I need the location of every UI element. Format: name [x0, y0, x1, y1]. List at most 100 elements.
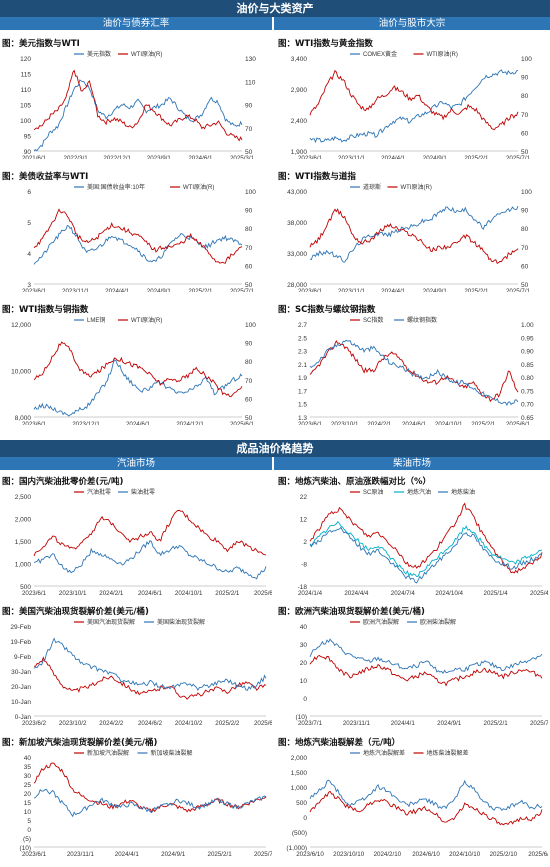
y-tick-label: 38,000 [287, 220, 307, 227]
y2-tick-label: 90 [245, 103, 253, 110]
legend-label: WTI原油(R) [427, 50, 458, 58]
y-tick-label: 43,000 [287, 189, 307, 196]
y-tick-label: 22 [300, 494, 308, 501]
y-tick-label: 5 [27, 220, 31, 227]
y2-tick-label: 50 [245, 415, 253, 422]
x-tick-label: 2024/10/1 [175, 590, 203, 597]
y-tick-label: 10 [24, 809, 32, 816]
y2-tick-label: 80 [245, 359, 253, 366]
x-tick-label: 2023/11/1 [338, 288, 366, 292]
y2-tick-label: 80 [521, 226, 529, 233]
series-line [33, 69, 243, 142]
series-line [33, 656, 267, 700]
y-tick-label: 500 [296, 800, 307, 807]
x-tick-label: 2025/2/1 [471, 421, 496, 425]
chart-title: 图：WTI指数与道指 [278, 172, 356, 182]
y-tick-label: 30 [300, 642, 308, 649]
y-tick-label: 6 [27, 189, 31, 196]
series-line [309, 526, 543, 584]
y-tick-label: 2,000 [291, 755, 308, 762]
x-tick-label: 2024/2/1 [367, 421, 392, 425]
x-tick-label: 2024/9/1 [423, 155, 448, 159]
x-tick-label: 2024/9/1 [147, 288, 172, 292]
chart-svg: 2.7 2.5 2.3 2.1 1.9 1.7 1.5 1.3 1.00 0.95 0.90 0.85… [298, 316, 534, 425]
x-tick-label: 2024/4/1 [381, 288, 406, 292]
x-tick-label: 2023/10/10 [333, 851, 365, 858]
series-line [33, 762, 267, 813]
x-tick-label: 2023/10/1 [331, 421, 359, 425]
y-tick-label: 25 [24, 782, 32, 789]
y2-tick-label: 50 [521, 149, 529, 156]
y-tick-label: -18 [298, 584, 308, 591]
y2-tick-label: 60 [245, 263, 253, 270]
y-tick-label: 35 [24, 764, 32, 771]
chart-svg: 29-Feb 19-Feb 9-Feb 30-Jan 20-Jan 10-Jan 0-Jan… [10, 618, 272, 727]
x-tick-label: 2023/10/1 [59, 590, 87, 597]
legend-label: WTI原油(R) [401, 183, 432, 191]
x-tick-label: 2024/9/1 [423, 288, 448, 292]
chart-panel-8: 图：地炼汽柴油、原油涨跌幅对比（%） 22 12 2 -8 -18 2024/1/4 2024… [276, 474, 548, 597]
x-tick-label: 2023/6/10 [296, 851, 324, 858]
y2-tick-label: 0.75 [521, 388, 534, 395]
legend-label: 美国汽油现货裂解 [87, 618, 135, 626]
x-tick-label: 2024/6/1 [402, 421, 427, 425]
series-line [33, 341, 243, 398]
x-tick-label: 2023/10/2 [59, 720, 87, 727]
x-tick-label: 2021/6/1 [22, 155, 47, 159]
y-tick-label: 40 [24, 755, 32, 762]
chart-title: 图：美国汽柴油现货裂解价差(美元/桶) [2, 607, 149, 617]
x-tick-label: 2023/12/1 [72, 421, 100, 425]
legend-label: 新加坡汽油裂解 [87, 749, 129, 757]
y-tick-label: 0 [303, 815, 307, 822]
chart-panel-1: 图：美元指数与WTI 120 115 110 105 100 95 90 130 110 90 70 5… [0, 36, 272, 159]
chart-svg: 6 5 4 3 100 90 80 70 60 50 2023/6/1 2023/11/1 2024/4… [22, 183, 256, 292]
y-tick-label: 10-Jan [11, 699, 31, 706]
x-tick-label: 2024/10/4 [435, 590, 463, 597]
x-tick-label: 2024/10/2 [175, 720, 203, 727]
y-tick-label: 1.9 [298, 375, 307, 382]
y2-tick-label: 1.00 [521, 322, 534, 329]
series-line [33, 539, 267, 580]
y-tick-label: 20 [24, 791, 32, 798]
x-tick-label: 2025/6/1 [254, 590, 272, 597]
legend-label: 螺纹钢指数 [407, 316, 437, 324]
legend-label: SC原油 [363, 488, 383, 496]
y-tick-label: 2,000 [15, 517, 32, 524]
x-tick-label: 2025/2/1 [464, 288, 489, 292]
col-header-gasoline: 汽油市场 [0, 457, 272, 470]
y-tick-label: 2.7 [298, 322, 307, 329]
y-tick-label: -8 [301, 562, 307, 569]
x-tick-label: 2025/2/1 [188, 288, 213, 292]
x-tick-label: 2024/4/1 [115, 851, 140, 858]
legend-label: 道琼斯 [363, 183, 381, 191]
col-header-bonds: 油价与债券汇率 [0, 17, 272, 30]
x-tick-label: 2025/3/1 [230, 155, 255, 159]
y2-tick-label: 60 [521, 263, 529, 270]
chart-svg: 2,000 1,500 1,000 500 0 (500) (1,000)2023/6/10… [286, 749, 548, 858]
y-tick-label: 120 [20, 56, 31, 63]
x-tick-label: 2024/7/4 [391, 590, 416, 597]
y2-tick-label: 0.70 [521, 402, 534, 409]
x-tick-label: 2024/2/1 [99, 590, 124, 597]
x-tick-label: 2023/11/1 [67, 851, 95, 858]
y2-tick-label: 100 [245, 189, 256, 196]
x-tick-label: 2025/6/1 [506, 421, 531, 425]
x-tick-label: 2024/6/2 [138, 720, 163, 727]
y-tick-label: 95 [24, 134, 32, 141]
y2-tick-label: 80 [521, 93, 529, 100]
x-tick-label: 2023/6/2 [22, 720, 47, 727]
legend-label: 美国柴油现货裂解 [157, 618, 205, 626]
y-tick-label: 115 [21, 72, 32, 79]
legend-label: 地炼汽油 [407, 488, 431, 496]
x-tick-label: 2024/9/1 [161, 851, 186, 858]
series-line [309, 69, 519, 144]
y-tick-label: 1,500 [15, 539, 32, 546]
y-tick-label: 30-Jan [11, 669, 31, 676]
y-tick-label: 105 [20, 103, 31, 110]
legend-label: WTI原油(R) [131, 316, 162, 324]
y-tick-label: 20 [300, 660, 308, 667]
y2-tick-label: 50 [245, 282, 253, 289]
y-tick-label: 1,000 [291, 785, 308, 792]
y-tick-label: 19-Feb [10, 639, 31, 646]
